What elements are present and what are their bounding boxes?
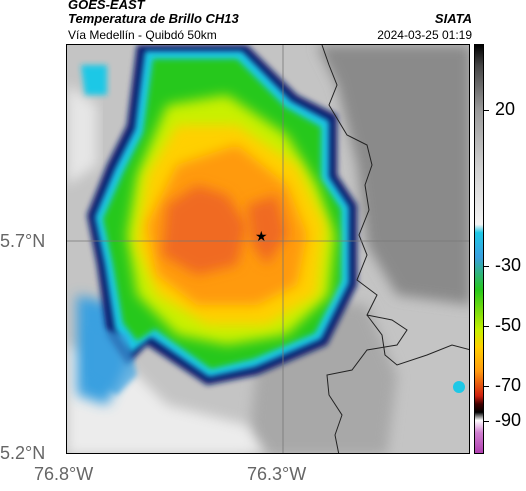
lon-label-1: 76.8°W xyxy=(34,464,94,484)
cb-tick-m70 xyxy=(484,386,489,387)
cyan-blob xyxy=(453,381,465,393)
satellite-title: GOES-EAST xyxy=(68,0,145,12)
cyan-fringe-top xyxy=(81,65,107,95)
lat-label-2: 5.2°N xyxy=(0,443,46,463)
cb-tick-m90 xyxy=(484,421,489,422)
cb-label-m50: -50 xyxy=(495,315,522,335)
org-label: SIATA xyxy=(434,11,472,26)
cb-label-m90: -90 xyxy=(495,410,522,430)
cb-tick-20 xyxy=(484,110,489,111)
satellite-map[interactable]: ★ xyxy=(66,44,470,454)
light-cloud-left xyxy=(67,85,97,185)
storm-core-2 xyxy=(247,195,287,265)
datetime-label: 2024-03-25 01:19 xyxy=(377,28,472,42)
cb-label-m70: -70 xyxy=(495,375,522,395)
blue-blob xyxy=(87,325,137,395)
product-title: Temperatura de Brillo CH13 xyxy=(68,11,239,26)
boundary-line-2 xyxy=(366,314,469,366)
lon-label-2: 76.3°W xyxy=(247,464,307,484)
cb-label-20: 20 xyxy=(495,99,516,119)
lat-label-1: 5.7°N xyxy=(0,231,46,251)
cb-tick-m50 xyxy=(484,326,489,327)
dark-land-area xyxy=(317,45,469,305)
cb-label-m30: -30 xyxy=(495,255,522,275)
star-icon: ★ xyxy=(255,228,268,244)
storm-core xyxy=(162,185,247,275)
route-subtitle: Vía Medellín - Quibdó 50km xyxy=(68,28,217,42)
boundary-line xyxy=(321,45,408,453)
cb-tick-m30 xyxy=(484,266,489,267)
colorbar xyxy=(474,44,484,454)
